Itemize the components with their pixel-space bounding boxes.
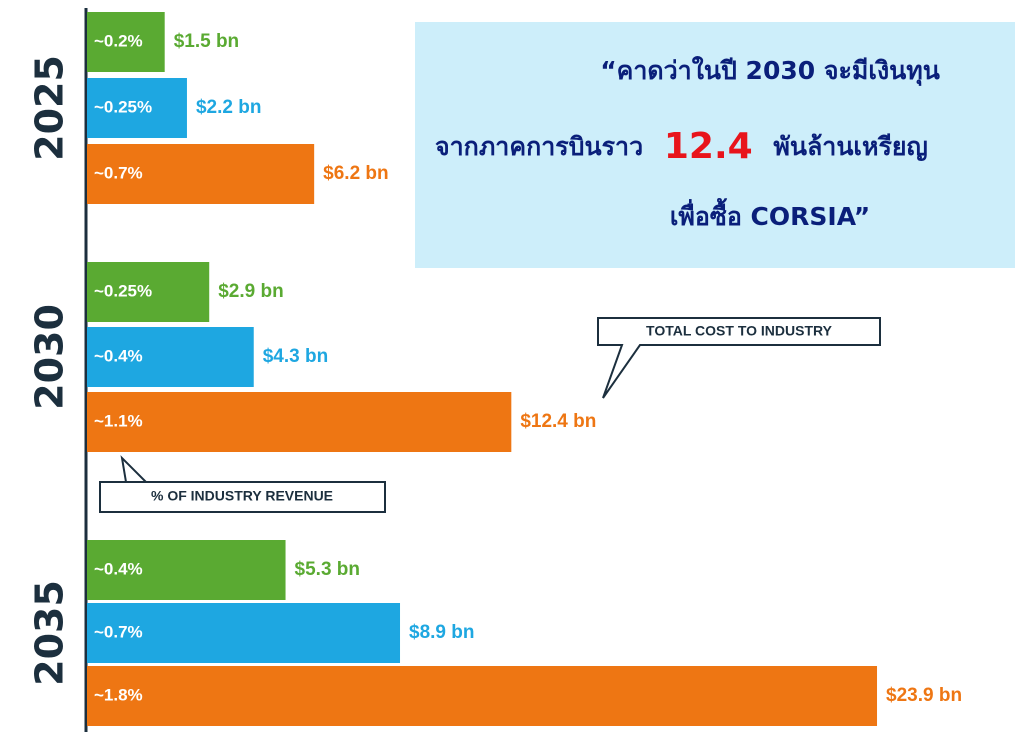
callout-box	[415, 22, 1015, 268]
callout-text: จากภาคการบินราว	[435, 132, 643, 161]
category-label: 2025	[28, 55, 72, 161]
annotation-text: TOTAL COST TO INDUSTRY	[646, 323, 833, 339]
bar	[87, 78, 187, 138]
share-label: ~1.1%	[94, 411, 143, 430]
bar	[87, 540, 286, 600]
bar	[87, 666, 878, 726]
value-label: $2.9 bn	[218, 281, 283, 302]
share-label: ~0.2%	[94, 31, 143, 50]
annotation-box	[597, 317, 881, 399]
value-label: $23.9 bn	[886, 685, 962, 706]
value-label: $12.4 bn	[520, 411, 596, 432]
bar	[87, 262, 210, 322]
share-label: ~0.7%	[94, 163, 143, 182]
category-label: 2035	[28, 580, 72, 686]
bar	[87, 603, 401, 663]
value-label: $8.9 bn	[409, 622, 474, 643]
callout-text: พันล้านเหรียญ	[773, 132, 927, 161]
category-label: 2030	[28, 304, 72, 410]
bar	[87, 392, 512, 452]
share-label: ~1.8%	[94, 685, 143, 704]
share-label: ~0.4%	[94, 346, 143, 365]
annotation-text: % OF INDUSTRY REVENUE	[151, 488, 333, 504]
value-label: $4.3 bn	[263, 346, 328, 367]
bar	[87, 144, 315, 204]
value-label: $2.2 bn	[196, 97, 261, 118]
callout-line: จากภาคการบินราว 12.4 พันล้านเหรียญ	[435, 126, 928, 167]
annotation-total: TOTAL COST TO INDUSTRY	[597, 317, 881, 399]
share-label: ~0.7%	[94, 622, 143, 641]
callout-line: “คาดว่าในปี 2030 จะมีเงินทุน	[600, 55, 940, 87]
value-label: $1.5 bn	[174, 31, 239, 52]
bar	[87, 12, 165, 72]
value-label: $5.3 bn	[295, 559, 360, 580]
callout: “คาดว่าในปี 2030 จะมีเงินทุน จากภาคการบิ…	[415, 22, 1015, 268]
callout-line: เพื่อซื้อ CORSIA”	[670, 197, 870, 231]
share-label: ~0.4%	[94, 559, 143, 578]
value-label: $6.2 bn	[323, 163, 388, 184]
share-label: ~0.25%	[94, 97, 152, 116]
annotation-box	[99, 455, 386, 513]
share-label: ~0.25%	[94, 281, 152, 300]
callout-highlight: 12.4	[664, 126, 753, 167]
bar	[87, 327, 254, 387]
annotation-share: % OF INDUSTRY REVENUE	[99, 455, 386, 513]
